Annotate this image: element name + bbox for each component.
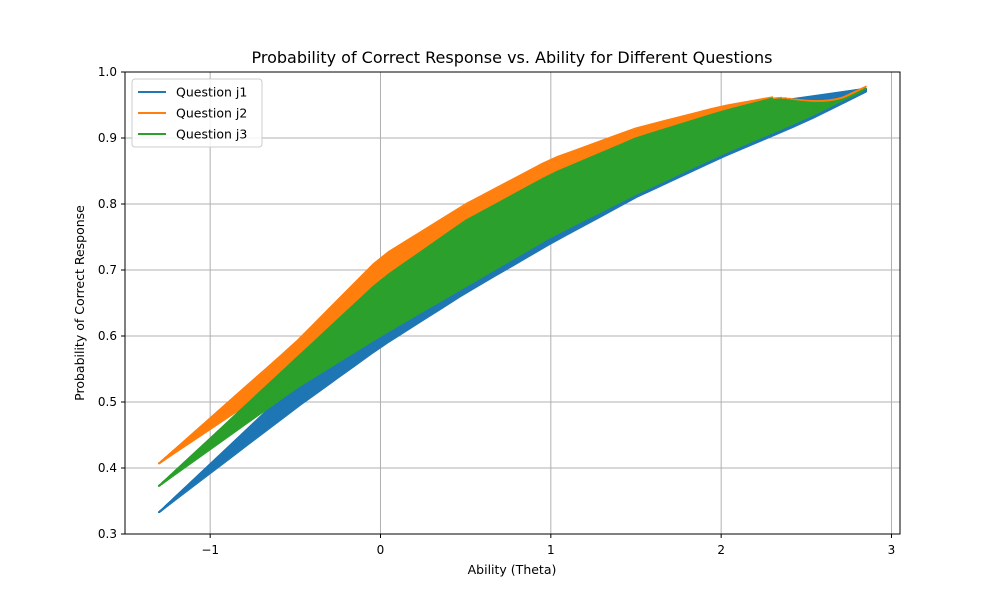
y-tick-label: 0.5 — [98, 395, 117, 409]
y-tick-label: 0.9 — [98, 131, 117, 145]
x-axis-label: Ability (Theta) — [468, 562, 557, 577]
plot-data — [158, 85, 867, 513]
series-curve — [158, 91, 867, 513]
legend-label: Question j2 — [176, 106, 247, 121]
chart-title: Probability of Correct Response vs. Abil… — [251, 48, 772, 67]
y-axis-label: Probability of Correct Response — [72, 205, 87, 401]
plot-frame — [124, 71, 901, 535]
legend-label: Question j3 — [176, 127, 247, 142]
x-tick-label: 0 — [377, 543, 385, 557]
y-tick-label: 0.4 — [98, 461, 117, 475]
axis-ticks: −1 0 1 2 3 0.3 0.4 0.5 0.6 0.7 0.8 0.9 1.0 — [98, 65, 895, 557]
y-tick-label: 0.6 — [98, 329, 117, 343]
y-tick-label: 0.3 — [98, 527, 117, 541]
y-tick-label: 1.0 — [98, 65, 117, 79]
x-tick-label: 2 — [717, 543, 725, 557]
x-tick-label: −1 — [201, 543, 219, 557]
legend-label: Question j1 — [176, 85, 247, 100]
series-curve — [158, 87, 867, 487]
y-tick-label: 0.8 — [98, 197, 117, 211]
y-tick-label: 0.7 — [98, 263, 117, 277]
x-tick-label: 1 — [547, 543, 555, 557]
series-question-j3 — [158, 87, 867, 487]
legend-box — [131, 78, 263, 148]
x-tick-label: 3 — [888, 543, 896, 557]
legend: Question j1 Question j2 Question j3 — [131, 78, 263, 148]
